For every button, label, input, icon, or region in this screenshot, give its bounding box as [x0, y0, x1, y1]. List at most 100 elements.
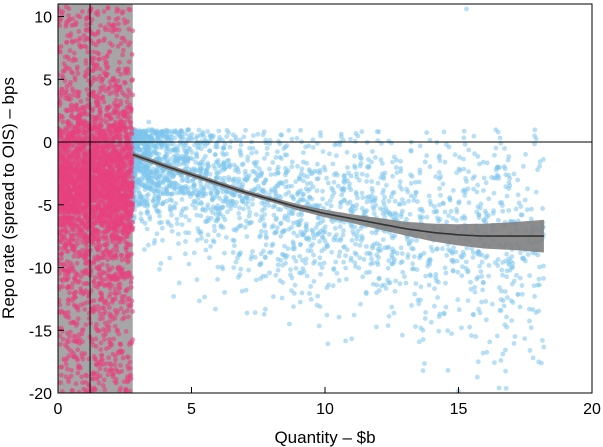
scatter-point: [403, 280, 409, 286]
scatter-point: [58, 127, 61, 133]
scatter-point: [311, 279, 317, 284]
scatter-point: [60, 336, 66, 342]
scatter-point: [314, 188, 320, 194]
scatter-point: [492, 360, 497, 365]
scatter-point: [443, 304, 449, 310]
scatter-point: [376, 275, 382, 281]
scatter-point: [164, 176, 170, 182]
scatter-point: [141, 170, 146, 175]
scatter-point: [424, 130, 430, 136]
scatter-point: [104, 243, 109, 249]
scatter-point: [486, 263, 492, 268]
scatter-point: [440, 181, 446, 187]
scatter-point: [423, 310, 428, 315]
scatter-point: [63, 23, 69, 29]
scatter-point: [424, 214, 430, 220]
scatter-point: [69, 113, 74, 118]
scatter-point: [514, 273, 519, 278]
scatter-point: [229, 198, 235, 204]
scatter-point: [170, 171, 175, 177]
scatter-point: [477, 263, 482, 269]
scatter-point: [117, 286, 122, 291]
scatter-point: [416, 339, 422, 345]
scatter-point: [231, 238, 237, 244]
scatter-point: [527, 318, 532, 324]
scatter-point: [220, 161, 226, 167]
scatter-point: [470, 255, 476, 260]
scatter-point: [325, 341, 331, 347]
scatter-point: [245, 158, 251, 163]
scatter-point: [298, 127, 303, 133]
scatter-point: [336, 253, 342, 259]
scatter-point: [407, 211, 413, 217]
scatter-point: [493, 145, 499, 151]
scatter-point: [114, 6, 120, 11]
scatter-point: [510, 264, 515, 270]
scatter-point: [299, 166, 305, 172]
scatter-point: [390, 173, 395, 179]
scatter-point: [170, 147, 175, 153]
scatter-point: [304, 181, 310, 187]
scatter-point: [71, 143, 77, 149]
scatter-point: [231, 178, 236, 184]
scatter-point: [205, 232, 211, 238]
scatter-point: [220, 204, 226, 210]
scatter-point: [118, 41, 124, 46]
scatter-point: [190, 184, 195, 190]
scatter-point: [289, 136, 295, 142]
scatter-point: [320, 227, 326, 233]
scatter-point: [152, 171, 158, 177]
scatter-point: [261, 248, 266, 254]
scatter-point: [438, 192, 443, 198]
scatter-point: [93, 336, 99, 342]
scatter-point: [454, 258, 460, 264]
scatter-point: [338, 238, 343, 244]
scatter-point: [301, 150, 306, 156]
scatter-point: [59, 87, 65, 92]
scatter-point: [90, 60, 95, 66]
scatter-point: [412, 291, 418, 297]
scatter-point: [103, 73, 109, 79]
scatter-point: [289, 159, 295, 165]
scatter-point: [463, 259, 469, 265]
scatter-point: [268, 172, 274, 178]
scatter-point: [503, 386, 509, 391]
scatter-point: [341, 173, 347, 179]
scatter-point: [433, 272, 439, 277]
scatter-point: [482, 208, 488, 214]
scatter-point: [334, 270, 340, 276]
scatter-point: [129, 275, 135, 281]
scatter-point: [455, 297, 461, 303]
scatter-point: [456, 307, 462, 313]
scatter-point: [337, 224, 343, 230]
scatter-point: [189, 136, 195, 142]
scatter-point: [107, 340, 113, 346]
scatter-point: [247, 209, 253, 215]
scatter-point: [339, 192, 345, 198]
scatter-point: [118, 71, 124, 77]
scatter-point: [70, 281, 76, 286]
scatter-point: [420, 368, 426, 373]
scatter-point: [484, 317, 489, 323]
scatter-point: [145, 143, 151, 148]
scatter-point: [385, 323, 391, 328]
scatter-point: [263, 137, 269, 143]
scatter-point: [291, 230, 297, 236]
scatter-point: [112, 85, 118, 90]
scatter-point: [517, 304, 523, 310]
scatter-point: [518, 212, 524, 218]
scatter-point: [142, 247, 147, 252]
scatter-point: [159, 134, 165, 140]
scatter-point: [108, 226, 114, 231]
scatter-point: [303, 256, 309, 262]
scatter-point: [344, 149, 350, 155]
scatter-point: [107, 79, 113, 85]
scatter-point: [483, 180, 489, 186]
scatter-point: [316, 215, 322, 221]
scatter-point: [241, 206, 246, 212]
scatter-point: [195, 192, 200, 198]
scatter-point: [205, 202, 211, 208]
scatter-point: [459, 325, 464, 331]
scatter-point: [58, 23, 62, 28]
scatter-point: [427, 164, 433, 170]
